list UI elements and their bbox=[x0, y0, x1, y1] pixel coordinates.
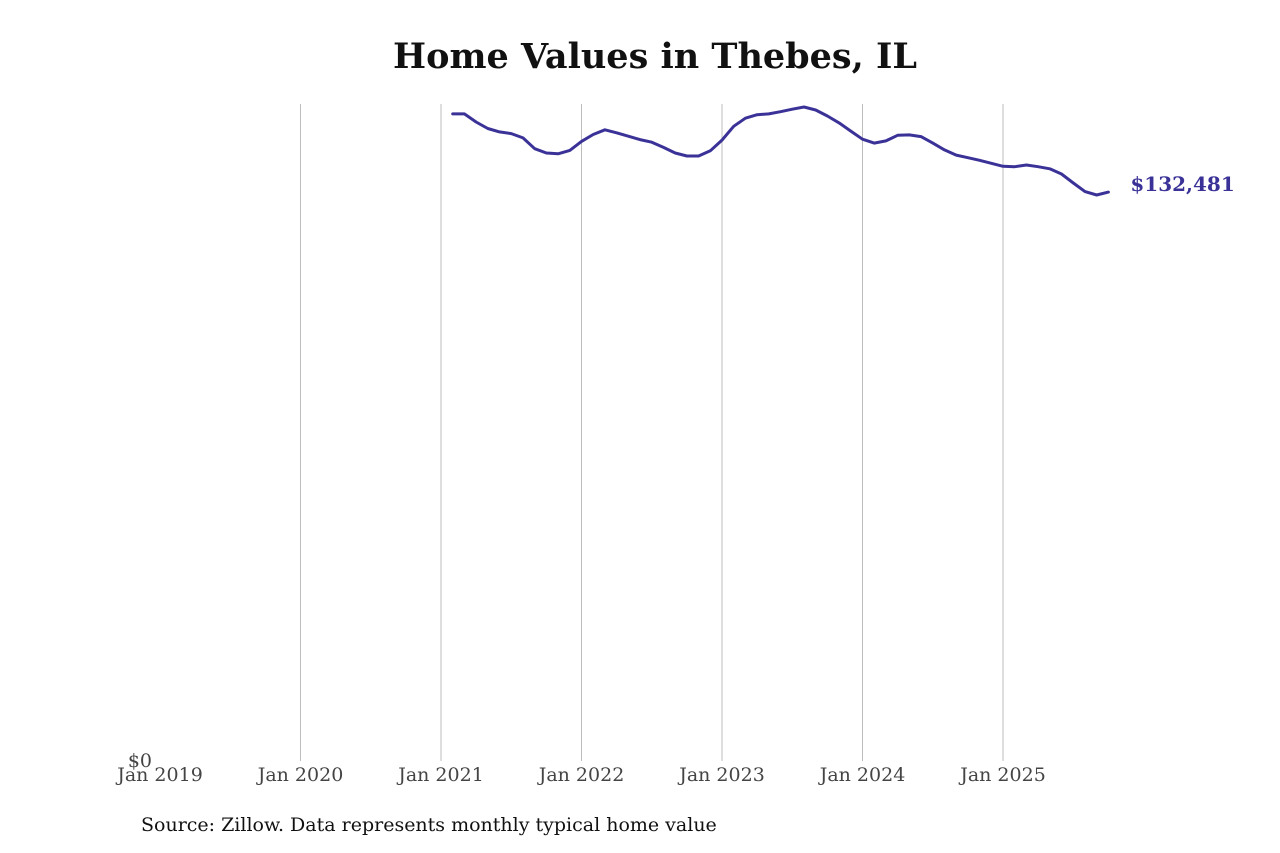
x-tick-label: Jan 2024 bbox=[818, 764, 906, 786]
series-line-0 bbox=[451, 105, 1110, 197]
chart-title: Home Values in Thebes, IL bbox=[393, 36, 917, 77]
y-tick-label: $0 bbox=[128, 750, 152, 772]
series-line-layer bbox=[451, 105, 1110, 197]
y-axis-ticks: $0 bbox=[128, 750, 152, 772]
x-axis-ticks: Jan 2019 Jan 2020 Jan 2021 Jan 2022 Jan 2023… bbox=[115, 764, 1046, 786]
x-tick-label: Jan 2020 bbox=[256, 764, 344, 786]
x-tick-label: Jan 2023 bbox=[677, 764, 765, 786]
x-tick-label: Jan 2019 bbox=[115, 764, 203, 786]
end-value-label: $132,481 bbox=[1130, 172, 1234, 196]
source-note: Source: Zillow. Data represents monthly … bbox=[141, 814, 717, 836]
x-tick-label: Jan 2025 bbox=[958, 764, 1046, 786]
gridlines bbox=[300, 104, 1004, 761]
x-tick-label: Jan 2022 bbox=[537, 764, 625, 786]
end-label-layer: $132,481 bbox=[1130, 172, 1234, 196]
x-tick-label: Jan 2021 bbox=[396, 764, 484, 786]
